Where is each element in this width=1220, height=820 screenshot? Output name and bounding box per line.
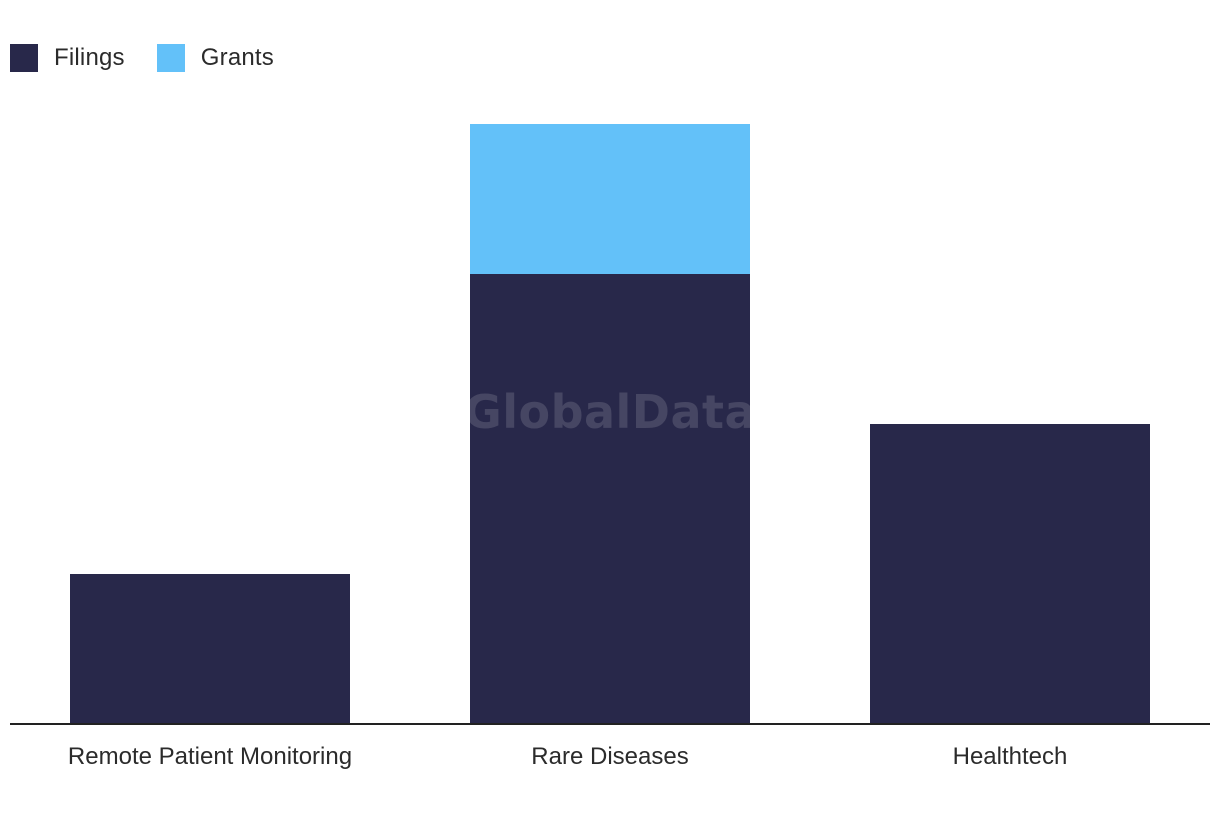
bar-group [70, 124, 1150, 724]
legend-label-filings: Filings [54, 44, 125, 71]
legend-item-filings[interactable]: Filings [10, 44, 125, 72]
legend-swatch-filings [10, 44, 38, 72]
watermark-logo: GlobalData [464, 385, 756, 439]
legend-swatch-grants [156, 44, 185, 72]
x-tick-label-healthtech: Healthtech [953, 743, 1068, 770]
bar-filings-healthtech[interactable] [870, 424, 1150, 724]
chart-legend: Filings Grants [10, 44, 274, 72]
bar-filings-remote-patient-monitoring[interactable] [70, 574, 350, 724]
bar-filings-rare-diseases[interactable] [470, 274, 750, 724]
legend-label-grants: Grants [200, 44, 274, 71]
x-axis-tick-labels: Remote Patient Monitoring Rare Diseases He… [68, 743, 1067, 770]
x-tick-label-rare-diseases: Rare Diseases [531, 743, 688, 770]
x-tick-label-remote-patient-monitoring: Remote Patient Monitoring [68, 743, 352, 770]
bar-grants-rare-diseases[interactable] [470, 124, 750, 274]
legend-item-grants[interactable]: Grants [156, 44, 274, 72]
